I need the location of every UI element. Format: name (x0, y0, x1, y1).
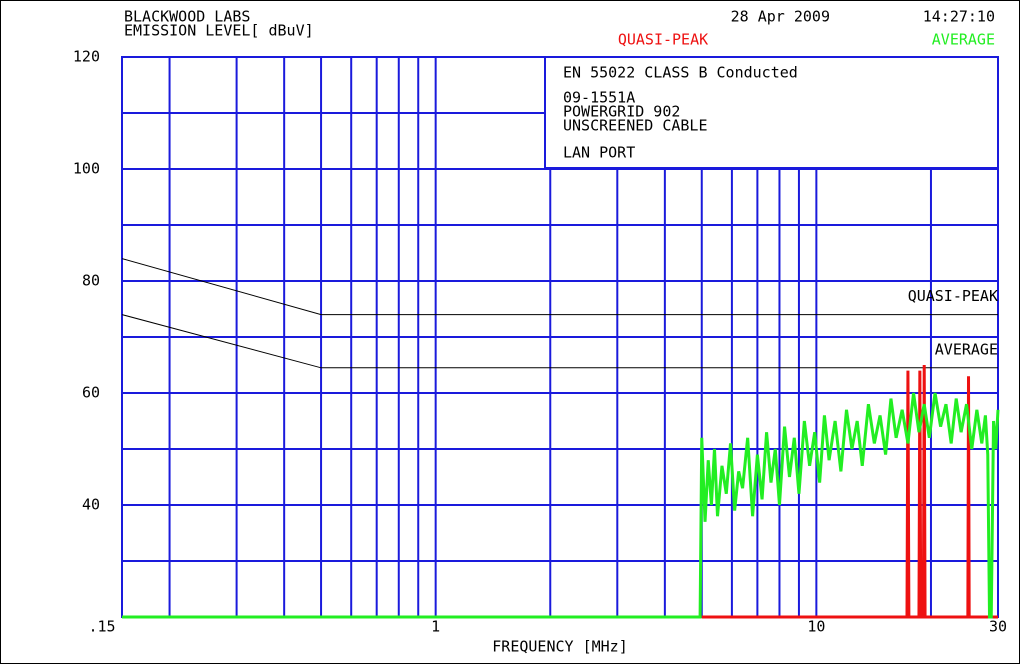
legend-entry: AVERAGE (932, 31, 995, 49)
x-tick-label: 10 (807, 618, 825, 636)
y-tick-label: 100 (73, 160, 100, 178)
header-line: BLACKWOOD LABS (124, 8, 250, 26)
limit-line (121, 314, 998, 369)
limit-label: AVERAGE (935, 340, 998, 358)
header-line: EMISSION LEVEL[ dBuV] (124, 22, 314, 40)
x-tick-label: .15 (88, 618, 115, 636)
trace (122, 392, 1000, 619)
info-line: UNSCREENED CABLE (563, 117, 708, 135)
legend-entry: QUASI-PEAK (618, 31, 708, 49)
info-line: 09-1551A (563, 89, 635, 107)
date: 28 Apr 2009 (731, 8, 830, 26)
time: 14:27:10 (923, 8, 995, 26)
y-tick-label: 80 (82, 272, 100, 290)
x-tick-label: 1 (431, 618, 440, 636)
info-line: LAN PORT (563, 144, 635, 162)
limit-label: QUASI-PEAK (908, 287, 998, 305)
x-tick-label: 30 (989, 618, 1007, 636)
info-line: EN 55022 CLASS B Conducted (563, 64, 798, 82)
limit-line (121, 258, 998, 316)
y-tick-label: 120 (73, 48, 100, 66)
y-tick-label: 60 (82, 384, 100, 402)
y-tick-label: 40 (82, 496, 100, 514)
info-box (544, 56, 999, 169)
info-line: POWERGRID 902 (563, 103, 680, 121)
x-axis-label: FREQUENCY [MHz] (492, 638, 627, 656)
